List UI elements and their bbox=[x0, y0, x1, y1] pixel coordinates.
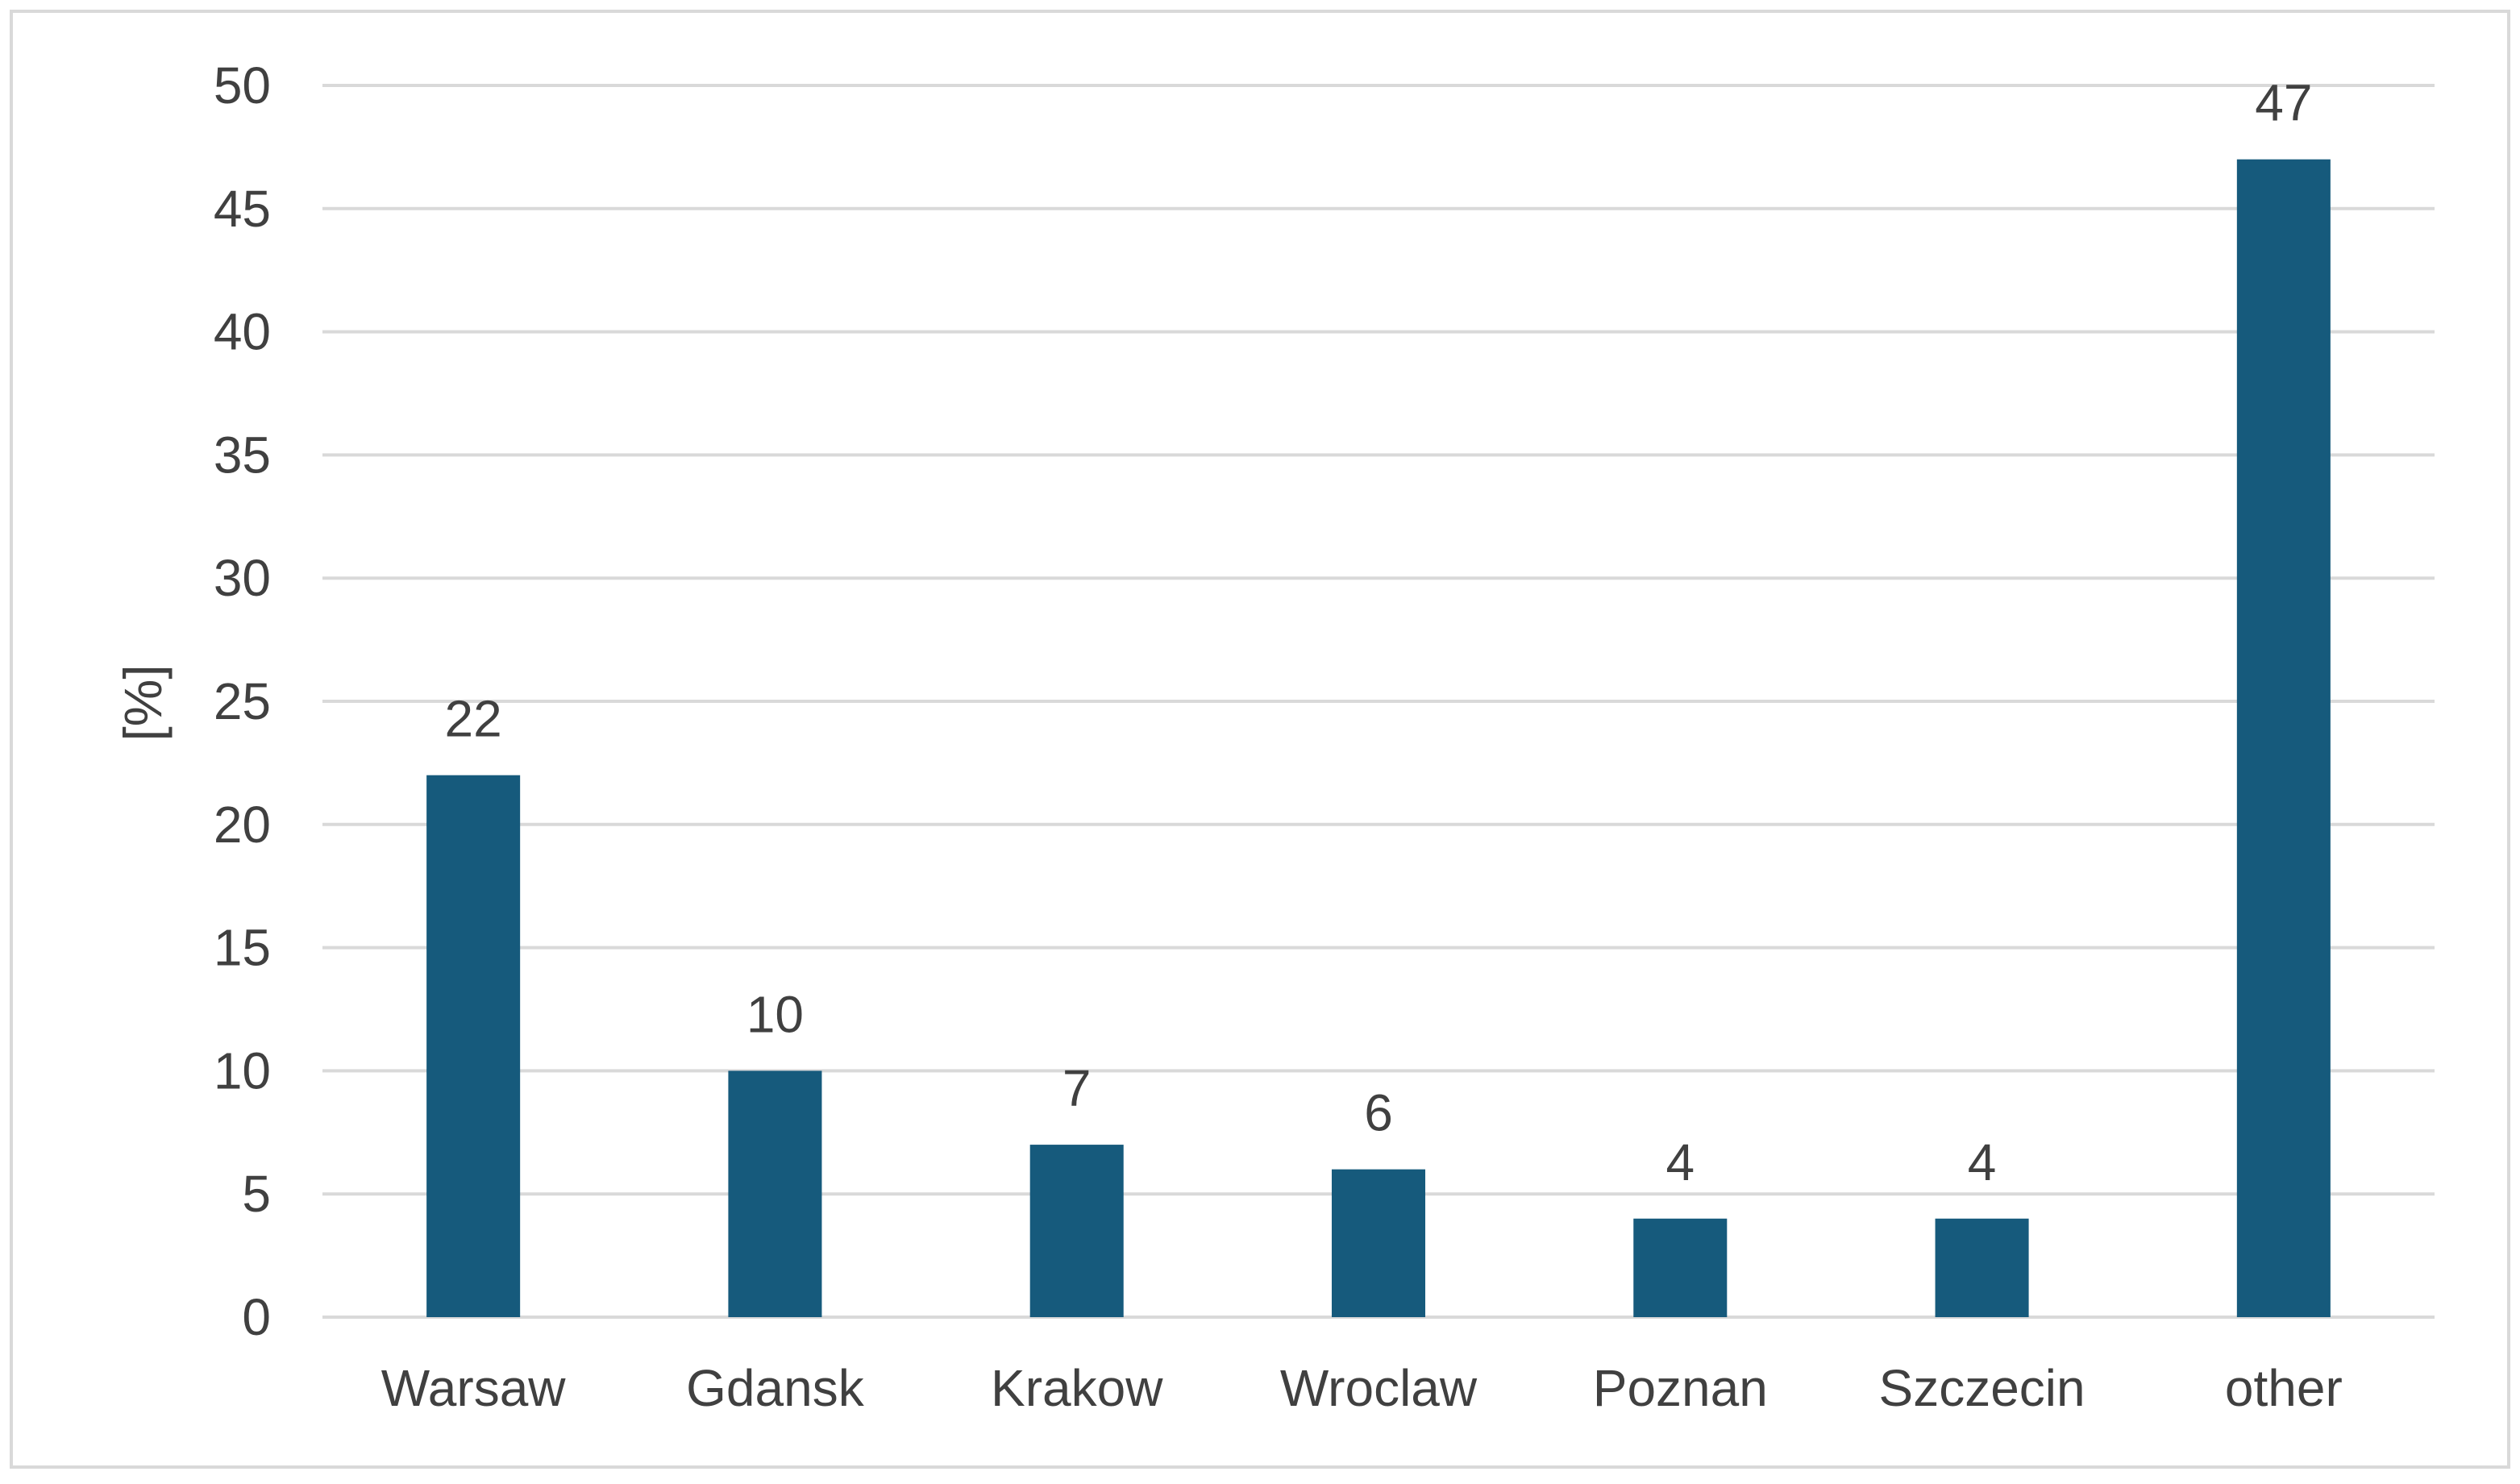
bar-warsaw bbox=[426, 775, 521, 1317]
bar-szczecin bbox=[1935, 1218, 2029, 1317]
y-axis-tick-labels: 0 5 10 15 20 25 30 35 40 45 50 bbox=[214, 56, 271, 1346]
x-tick-label: Warsaw bbox=[381, 1359, 567, 1417]
y-tick-label: 35 bbox=[214, 426, 271, 484]
y-tick-label: 25 bbox=[214, 672, 271, 730]
y-tick-label: 40 bbox=[214, 303, 271, 361]
y-tick-label: 0 bbox=[242, 1288, 271, 1346]
data-label: 6 bbox=[1364, 1084, 1393, 1142]
x-tick-label: other bbox=[2225, 1359, 2343, 1417]
x-axis-category-labels: Warsaw Gdansk Krakow Wroclaw Poznan Szczecin o… bbox=[381, 1359, 2343, 1417]
data-label: 4 bbox=[1968, 1133, 1997, 1191]
data-label: 4 bbox=[1665, 1133, 1695, 1191]
y-tick-label: 15 bbox=[214, 919, 271, 977]
x-tick-label: Gdansk bbox=[686, 1359, 865, 1417]
x-tick-label: Szczecin bbox=[1879, 1359, 2085, 1417]
data-label: 47 bbox=[2255, 74, 2312, 132]
x-tick-label: Krakow bbox=[991, 1359, 1163, 1417]
data-label: 22 bbox=[445, 690, 502, 748]
y-axis-title: [%] bbox=[113, 664, 173, 741]
y-tick-label: 20 bbox=[214, 796, 271, 854]
y-tick-label: 30 bbox=[214, 549, 271, 607]
data-label: 7 bbox=[1062, 1059, 1092, 1117]
x-tick-label: Wroclaw bbox=[1280, 1359, 1478, 1417]
gridlines bbox=[322, 84, 2435, 1319]
x-tick-label: Poznan bbox=[1593, 1359, 1768, 1417]
y-tick-label: 10 bbox=[214, 1041, 271, 1099]
bar-krakow bbox=[1029, 1145, 1124, 1317]
bars bbox=[426, 159, 2331, 1318]
data-label: 10 bbox=[746, 985, 804, 1043]
y-tick-label: 50 bbox=[214, 56, 271, 114]
chart-frame-border bbox=[10, 10, 2510, 1469]
bar-other bbox=[2236, 159, 2331, 1318]
bar-poznan bbox=[1633, 1218, 1728, 1317]
y-tick-label: 45 bbox=[214, 180, 271, 238]
bar-gdansk bbox=[728, 1070, 822, 1317]
bar-wroclaw bbox=[1331, 1169, 1426, 1317]
data-labels: 22 10 7 6 4 4 47 bbox=[445, 74, 2313, 1191]
y-tick-label: 5 bbox=[242, 1165, 271, 1223]
